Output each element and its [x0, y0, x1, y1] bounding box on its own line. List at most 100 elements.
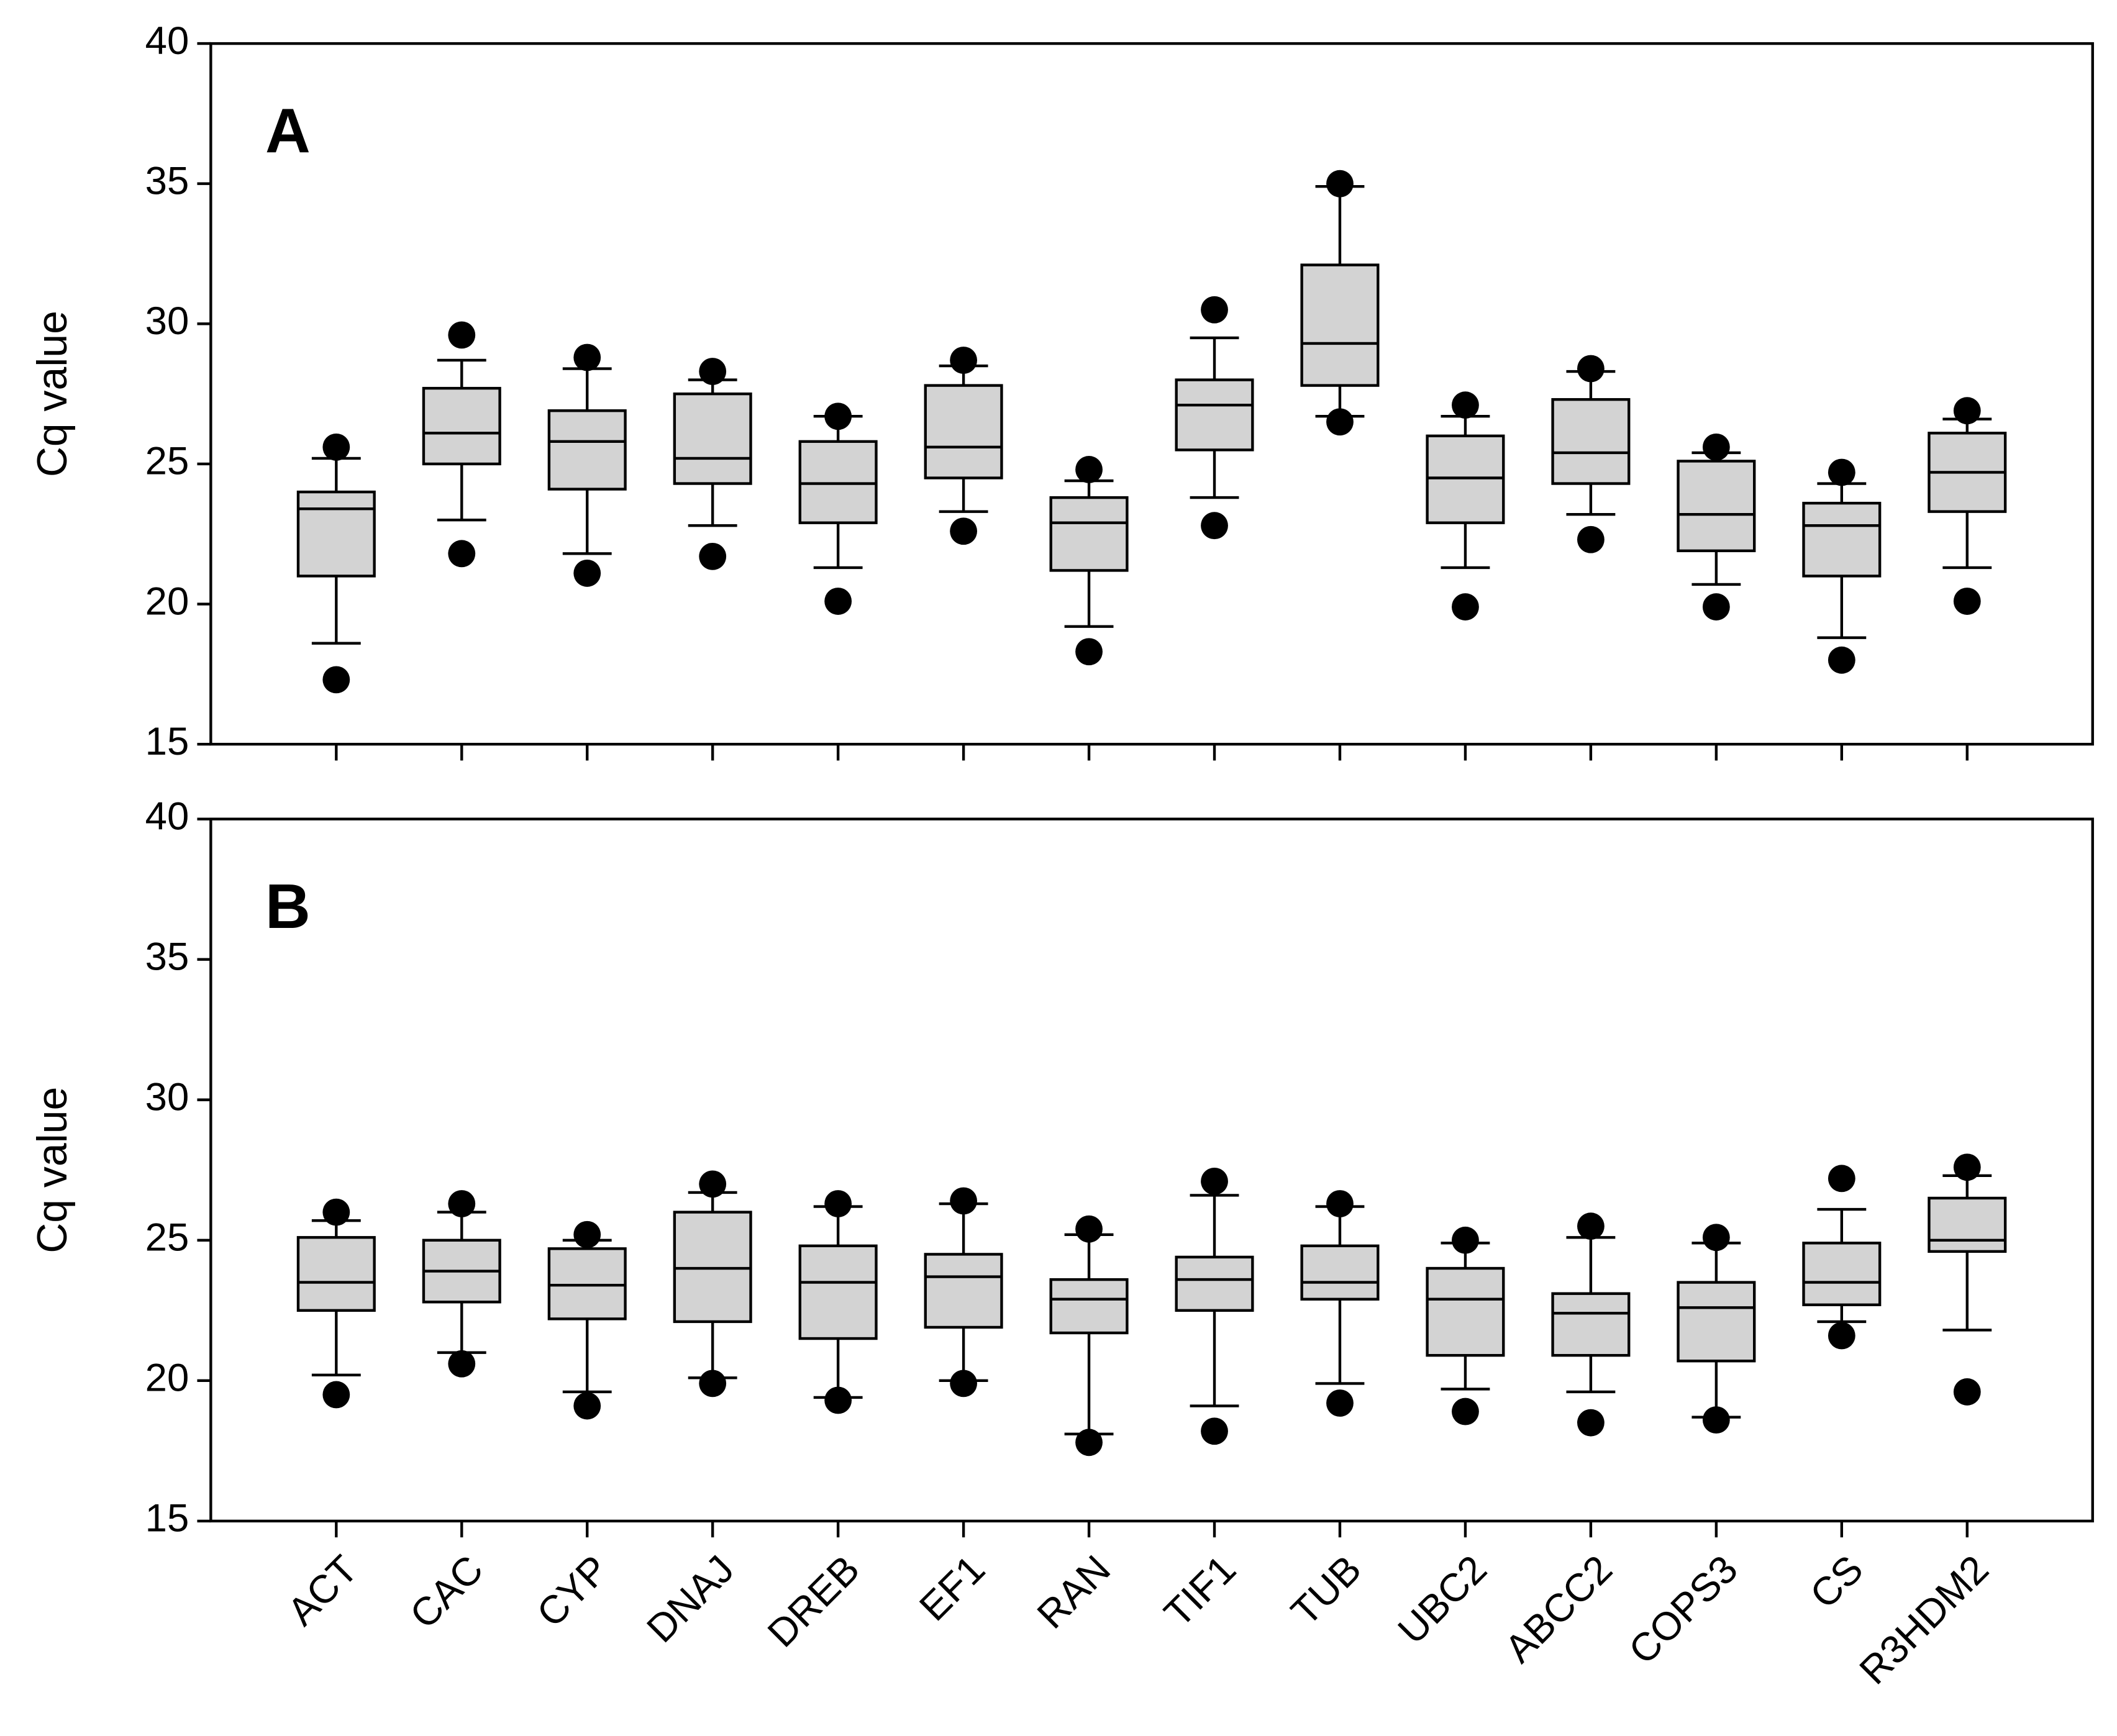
outlier-high [950, 347, 978, 374]
outlier-high [448, 1190, 476, 1217]
outlier-high [573, 1220, 601, 1248]
outlier-low [1577, 1409, 1605, 1437]
outlier-low [1075, 638, 1103, 666]
outlier-high [699, 358, 727, 385]
box [1677, 460, 1756, 553]
box [1049, 496, 1129, 572]
box [1175, 378, 1254, 452]
x-tick-label: DREB [759, 1547, 868, 1656]
outlier-high [1075, 456, 1103, 483]
box [422, 386, 501, 466]
outlier-low [1326, 408, 1354, 436]
outlier-low [1702, 1406, 1730, 1434]
box [1175, 1255, 1254, 1312]
outlier-high [1577, 355, 1605, 383]
x-tick-label: RAN [1029, 1547, 1119, 1637]
outlier-high [1702, 433, 1730, 461]
outlier-low [1953, 1378, 1981, 1406]
outlier-high [1953, 1153, 1981, 1181]
y-tick-label: 30 [145, 299, 189, 343]
box [924, 1253, 1003, 1329]
box [1049, 1278, 1129, 1335]
box [1300, 1244, 1380, 1301]
y-tick-label: 20 [145, 579, 189, 623]
x-tick-label: DNAJ [639, 1547, 742, 1651]
y-tick-label: 35 [145, 934, 189, 978]
outlier-low [1452, 593, 1479, 620]
x-tick-label: UBC2 [1390, 1547, 1495, 1653]
outlier-low [1828, 646, 1855, 674]
outlier-low [1577, 525, 1605, 553]
outlier-high [1577, 1212, 1605, 1240]
plot-frame [209, 42, 2094, 746]
outlier-high [1201, 1167, 1228, 1195]
y-tick-label: 15 [145, 1496, 189, 1540]
outlier-high [1201, 296, 1228, 324]
y-tick-label: 15 [145, 719, 189, 763]
outlier-high [573, 343, 601, 371]
x-tick-label: COPS3 [1620, 1547, 1746, 1673]
box [1677, 1281, 1756, 1363]
y-tick-label: 20 [145, 1356, 189, 1400]
plot-frame [209, 817, 2094, 1523]
outlier-low [322, 1381, 350, 1409]
y-tick-label: 30 [145, 1075, 189, 1119]
y-tick-label: 25 [145, 1216, 189, 1260]
outlier-low [1953, 588, 1981, 615]
outlier-high [824, 1190, 852, 1217]
x-tick-label: CS [1801, 1547, 1872, 1617]
outlier-low [1201, 512, 1228, 540]
panel-label: B [265, 872, 311, 942]
outlier-high [448, 321, 476, 349]
outlier-low [448, 540, 476, 568]
y-tick-label: 40 [145, 794, 189, 838]
x-tick-label: R3HDM2 [1851, 1547, 1997, 1693]
box [296, 1236, 376, 1312]
y-tick-label: 25 [145, 439, 189, 483]
outlier-high [1326, 170, 1354, 198]
outlier-high [1326, 1190, 1354, 1217]
outlier-high [699, 1170, 727, 1198]
panel-label: A [265, 96, 311, 166]
y-axis-label: Cq value [29, 1087, 76, 1253]
box [1802, 1242, 1882, 1306]
box [1802, 501, 1882, 578]
outlier-low [1702, 593, 1730, 620]
box [1551, 1292, 1631, 1357]
outlier-high [1828, 1165, 1855, 1193]
x-tick-label: EF1 [911, 1547, 994, 1630]
outlier-low [824, 588, 852, 615]
outlier-low [1326, 1389, 1354, 1417]
outlier-low [699, 542, 727, 570]
y-tick-label: 35 [145, 158, 189, 202]
outlier-low [1828, 1322, 1855, 1350]
outlier-high [824, 402, 852, 430]
y-axis-label: Cq value [29, 311, 76, 477]
box [924, 384, 1003, 479]
box [1928, 1196, 2007, 1253]
box [1426, 1266, 1505, 1357]
x-tick-label: ABCC2 [1496, 1547, 1621, 1671]
outlier-low [699, 1370, 727, 1397]
y-tick-label: 40 [145, 19, 189, 63]
outlier-low [448, 1350, 476, 1378]
outlier-high [322, 1198, 350, 1226]
x-tick-label: TUB [1283, 1547, 1370, 1634]
outlier-high [1452, 391, 1479, 419]
box [673, 392, 752, 485]
box [547, 1247, 627, 1320]
outlier-high [950, 1187, 978, 1215]
outlier-low [573, 560, 601, 587]
outlier-low [573, 1392, 601, 1420]
box [1426, 434, 1505, 524]
outlier-low [950, 1370, 978, 1397]
outlier-low [1452, 1397, 1479, 1425]
outlier-low [322, 666, 350, 694]
box [296, 490, 376, 578]
outlier-low [1075, 1429, 1103, 1457]
box [673, 1211, 752, 1324]
outlier-low [824, 1386, 852, 1414]
outlier-low [1201, 1417, 1228, 1445]
